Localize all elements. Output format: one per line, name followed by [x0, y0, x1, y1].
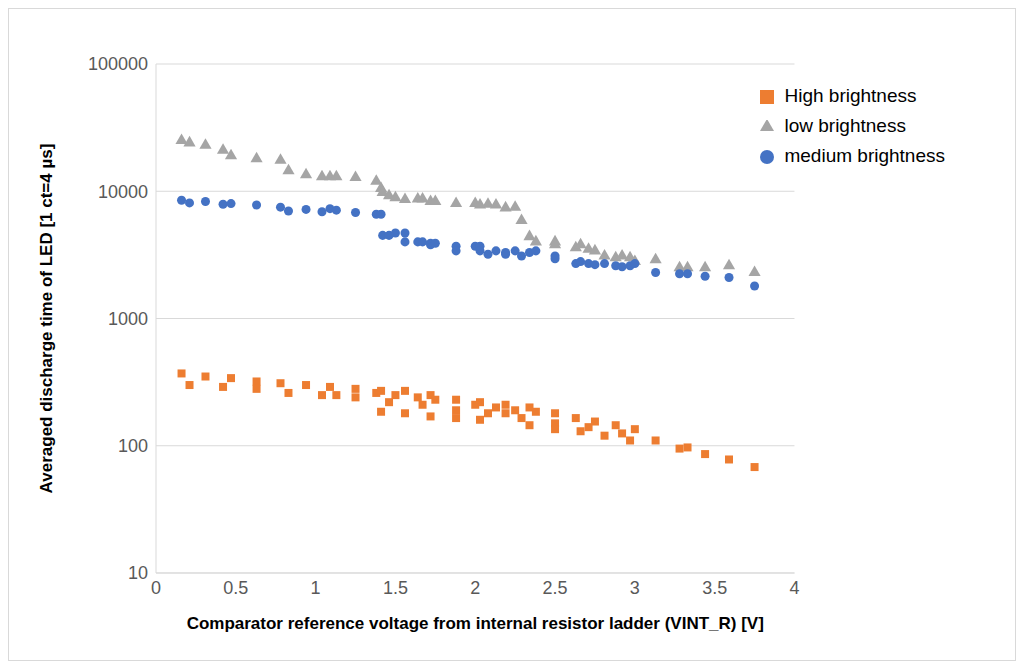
- svg-text:Comparator reference voltage f: Comparator reference voltage from intern…: [187, 614, 764, 633]
- svg-text:1000: 1000: [108, 309, 148, 329]
- html-text:low brightness: low brightness: [784, 115, 906, 136]
- svg-text:2: 2: [470, 578, 480, 598]
- svg-text:2.5: 2.5: [543, 578, 568, 598]
- svg-text:0.5: 0.5: [223, 578, 248, 598]
- svg-text:10: 10: [128, 563, 148, 583]
- svg-text:Averaged discharge time of LED: Averaged discharge time of LED [1 ct=4 µ…: [37, 144, 56, 494]
- html-text:medium brightness: medium brightness: [784, 145, 945, 166]
- svg-text:3.5: 3.5: [702, 578, 727, 598]
- svg-text:0: 0: [151, 578, 161, 598]
- svg-text:4: 4: [789, 578, 799, 598]
- html-text:High brightness: High brightness: [784, 85, 917, 106]
- svg-text:3: 3: [630, 578, 640, 598]
- svg-text:100: 100: [118, 436, 148, 456]
- svg-text:100000: 100000: [88, 54, 148, 74]
- svg-text:1.5: 1.5: [383, 578, 408, 598]
- svg-text:10000: 10000: [98, 182, 148, 202]
- svg-text:1: 1: [311, 578, 321, 598]
